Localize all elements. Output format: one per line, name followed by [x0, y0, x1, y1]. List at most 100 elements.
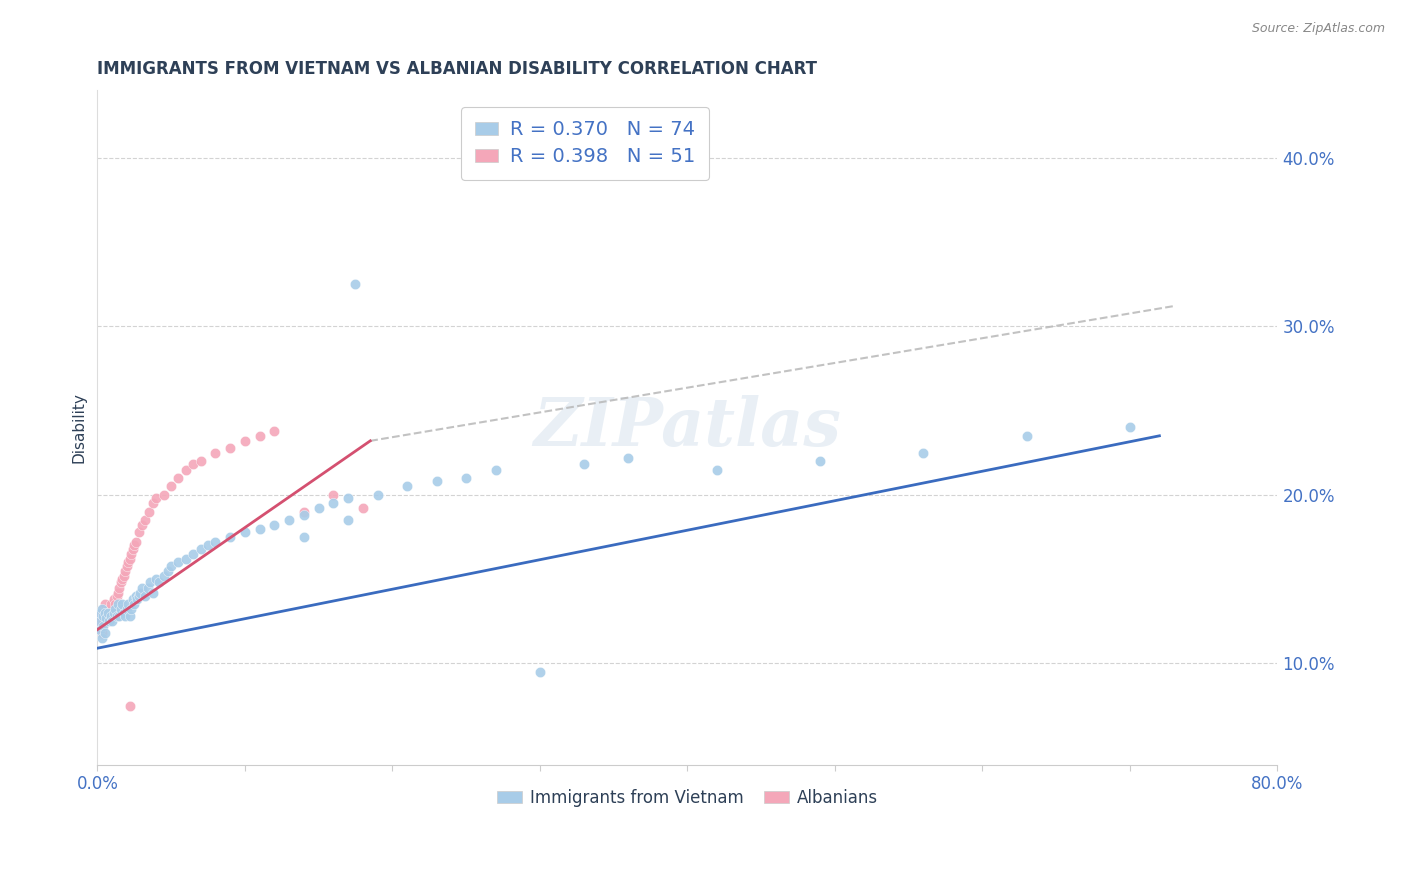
Point	[128, 589, 150, 603]
Point	[181, 547, 204, 561]
Point	[90, 626, 112, 640]
Point	[233, 524, 256, 539]
Point	[322, 488, 344, 502]
Point	[98, 614, 121, 628]
Point	[456, 471, 478, 485]
Point	[96, 611, 118, 625]
Point	[145, 572, 167, 586]
Point	[152, 488, 174, 502]
Point	[91, 619, 114, 633]
Point	[118, 552, 141, 566]
Point	[145, 491, 167, 506]
Point	[110, 602, 132, 616]
Point	[114, 564, 136, 578]
Y-axis label: Disability: Disability	[72, 392, 86, 463]
Point	[204, 445, 226, 459]
Point	[136, 581, 159, 595]
Point	[111, 598, 134, 612]
Point	[112, 568, 135, 582]
Legend: Immigrants from Vietnam, Albanians: Immigrants from Vietnam, Albanians	[489, 782, 884, 814]
Point	[93, 626, 115, 640]
Point	[121, 541, 143, 556]
Point	[89, 619, 111, 633]
Point	[134, 513, 156, 527]
Point	[105, 589, 128, 603]
Point	[97, 602, 120, 616]
Point	[122, 538, 145, 552]
Point	[249, 522, 271, 536]
Point	[308, 501, 330, 516]
Point	[115, 558, 138, 573]
Point	[263, 424, 285, 438]
Point	[181, 458, 204, 472]
Point	[322, 496, 344, 510]
Point	[111, 572, 134, 586]
Point	[87, 614, 110, 628]
Point	[93, 606, 115, 620]
Point	[352, 501, 374, 516]
Point	[617, 450, 640, 465]
Point	[131, 518, 153, 533]
Point	[107, 598, 129, 612]
Point	[131, 581, 153, 595]
Point	[174, 552, 197, 566]
Text: Source: ZipAtlas.com: Source: ZipAtlas.com	[1251, 22, 1385, 36]
Point	[117, 555, 139, 569]
Point	[108, 581, 131, 595]
Point	[139, 575, 162, 590]
Point	[100, 609, 122, 624]
Point	[1015, 429, 1038, 443]
Point	[120, 602, 142, 616]
Point	[129, 585, 152, 599]
Point	[100, 598, 122, 612]
Point	[167, 471, 190, 485]
Point	[278, 513, 301, 527]
Point	[263, 518, 285, 533]
Point	[91, 614, 114, 628]
Point	[101, 606, 124, 620]
Point	[125, 589, 148, 603]
Point	[128, 524, 150, 539]
Point	[93, 609, 115, 624]
Point	[134, 589, 156, 603]
Point	[98, 609, 121, 624]
Point	[122, 598, 145, 612]
Point	[912, 445, 935, 459]
Point	[117, 598, 139, 612]
Point	[292, 530, 315, 544]
Point	[337, 513, 360, 527]
Point	[115, 602, 138, 616]
Point	[90, 606, 112, 620]
Point	[204, 535, 226, 549]
Point	[110, 575, 132, 590]
Point	[292, 508, 315, 522]
Point	[87, 614, 110, 628]
Point	[118, 698, 141, 713]
Point	[190, 454, 212, 468]
Point	[572, 458, 595, 472]
Point	[93, 598, 115, 612]
Point	[529, 665, 551, 679]
Point	[91, 602, 114, 616]
Point	[108, 609, 131, 624]
Point	[104, 598, 127, 612]
Point	[148, 575, 170, 590]
Point	[90, 602, 112, 616]
Point	[142, 585, 165, 599]
Point	[160, 479, 183, 493]
Point	[706, 462, 728, 476]
Point	[1119, 420, 1142, 434]
Point	[89, 623, 111, 637]
Point	[167, 555, 190, 569]
Point	[292, 505, 315, 519]
Text: IMMIGRANTS FROM VIETNAM VS ALBANIAN DISABILITY CORRELATION CHART: IMMIGRANTS FROM VIETNAM VS ALBANIAN DISA…	[97, 60, 817, 78]
Point	[249, 429, 271, 443]
Point	[127, 592, 149, 607]
Point	[120, 547, 142, 561]
Point	[89, 606, 111, 620]
Point	[157, 564, 180, 578]
Point	[105, 609, 128, 624]
Point	[89, 609, 111, 624]
Point	[174, 462, 197, 476]
Point	[160, 558, 183, 573]
